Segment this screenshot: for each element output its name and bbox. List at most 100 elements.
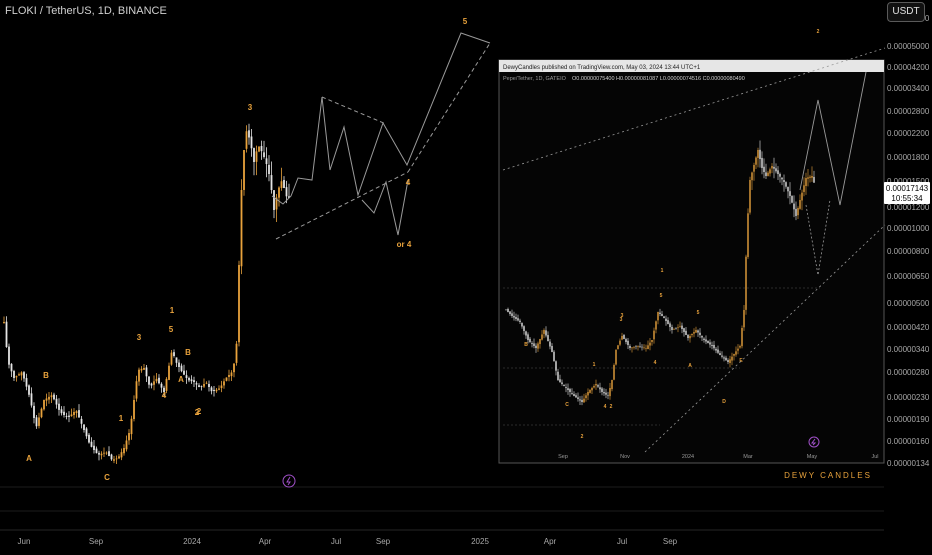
inset-candle-body bbox=[605, 392, 607, 395]
inset-candle-body bbox=[611, 380, 613, 390]
y-tick-label: 0.00002200 bbox=[887, 129, 930, 138]
inset-candle-body bbox=[575, 395, 577, 398]
candle-body bbox=[73, 412, 75, 415]
candle-body bbox=[238, 265, 240, 343]
y-tick-label: 0.00000420 bbox=[887, 323, 930, 332]
inset-candle-body bbox=[521, 322, 523, 327]
inset-candle-body bbox=[657, 312, 659, 321]
inset-header-bar bbox=[499, 60, 884, 72]
tv-logo bbox=[282, 474, 296, 488]
candle-body bbox=[88, 434, 90, 443]
y-tick-label: 0.00000340 bbox=[887, 345, 930, 354]
candle-body bbox=[85, 428, 88, 437]
candle-body bbox=[278, 187, 280, 198]
inset-candle-body bbox=[639, 346, 641, 348]
inset-candle-body bbox=[709, 342, 711, 345]
candle-body bbox=[270, 175, 273, 190]
y-tick-label: 0.00000190 bbox=[887, 415, 930, 424]
inset-x-tick: Jul bbox=[871, 454, 878, 460]
channel-upper-line bbox=[502, 47, 886, 171]
candle-body bbox=[183, 370, 185, 375]
triangle-upper-line bbox=[321, 96, 387, 125]
inset-alt-projection bbox=[805, 199, 831, 276]
inset-candle-body bbox=[567, 388, 569, 390]
wave-label: 3 bbox=[137, 333, 142, 342]
inset-candle-body bbox=[757, 150, 759, 158]
inset-candle-body bbox=[613, 365, 615, 380]
inset-wave-label: E bbox=[739, 358, 743, 364]
inset-candle-body bbox=[705, 339, 707, 342]
candle-body bbox=[90, 441, 93, 447]
inset-candle-body bbox=[625, 339, 627, 342]
inset-candle-body bbox=[585, 395, 587, 399]
inset-title: Pepe/Tether, 1D, GATEIO bbox=[503, 76, 567, 82]
candle-body bbox=[258, 146, 260, 152]
inset-tv-logo bbox=[808, 436, 820, 448]
wave-label: 4 bbox=[406, 178, 411, 187]
candle-body bbox=[50, 395, 53, 398]
inset-candle-body bbox=[621, 336, 623, 340]
inset-candle-body bbox=[731, 356, 733, 361]
main-candles bbox=[3, 123, 290, 464]
candle-body bbox=[95, 448, 98, 454]
inset-candle-body bbox=[683, 328, 685, 332]
candle-body bbox=[268, 164, 270, 174]
inset-candle-body bbox=[797, 208, 799, 216]
wave-label: 1 bbox=[170, 306, 175, 315]
inset-candle-body bbox=[583, 398, 585, 403]
y-tick-label: 0.00001500 bbox=[887, 177, 930, 186]
triangle-lower-line bbox=[275, 171, 409, 240]
inset-candle-body bbox=[593, 386, 595, 388]
inset-candle-body bbox=[677, 327, 679, 328]
inset-candle-body bbox=[573, 394, 575, 396]
candle-body bbox=[288, 196, 290, 198]
y-tick-label: 0.00003400 bbox=[887, 84, 930, 93]
inset-candle-body bbox=[761, 157, 763, 168]
inset-candle-body bbox=[555, 361, 557, 371]
candle-body bbox=[263, 152, 265, 157]
inset-candle-body bbox=[787, 187, 789, 192]
inset-candle-body bbox=[577, 397, 579, 399]
candle-body bbox=[108, 451, 110, 456]
projection-lines bbox=[271, 32, 886, 453]
candle-body bbox=[10, 363, 13, 372]
inset-candle-body bbox=[545, 330, 547, 336]
inset-candle-body bbox=[669, 323, 671, 327]
inset-candle-body bbox=[607, 395, 609, 396]
inset-candle-body bbox=[805, 178, 807, 187]
inset-candle-body bbox=[557, 371, 559, 380]
inset-candle-body bbox=[723, 357, 725, 359]
inset-candle-body bbox=[571, 393, 573, 394]
candle-body bbox=[135, 381, 138, 399]
candle-body bbox=[8, 346, 10, 365]
y-tick-label: 0.00000800 bbox=[887, 247, 930, 256]
candle-body bbox=[43, 400, 45, 410]
wave-label: 5 bbox=[463, 17, 468, 26]
candle-body bbox=[80, 418, 83, 424]
candle-body bbox=[133, 400, 135, 420]
candle-body bbox=[195, 383, 198, 385]
candle-body bbox=[15, 376, 18, 378]
candle-body bbox=[123, 448, 125, 454]
chart-title: FLOKI / TetherUS, 1D, BINANCE bbox=[5, 5, 167, 17]
candle-body bbox=[105, 452, 108, 454]
candle-body bbox=[233, 363, 235, 373]
inset-candle-body bbox=[507, 308, 509, 312]
inset-candle-body bbox=[767, 172, 769, 176]
inset-wave-label: A bbox=[688, 363, 692, 369]
y-tick-label: 0.00000280 bbox=[887, 368, 930, 377]
candle-body bbox=[93, 445, 95, 450]
inset-candle-body bbox=[775, 168, 777, 172]
inset-candle-body bbox=[649, 342, 651, 346]
inset-candle-body bbox=[781, 177, 783, 180]
y-tick-label: 0.00001800 bbox=[887, 153, 930, 162]
candle-body bbox=[153, 381, 155, 385]
candle-body bbox=[250, 136, 253, 149]
wave-label: 4 bbox=[162, 391, 167, 400]
inset-candle-body bbox=[533, 343, 535, 346]
inset-candle-body bbox=[703, 338, 705, 340]
inset-candle-body bbox=[721, 355, 723, 357]
currency-button[interactable]: USDT bbox=[887, 2, 925, 22]
candle-body bbox=[98, 452, 100, 455]
